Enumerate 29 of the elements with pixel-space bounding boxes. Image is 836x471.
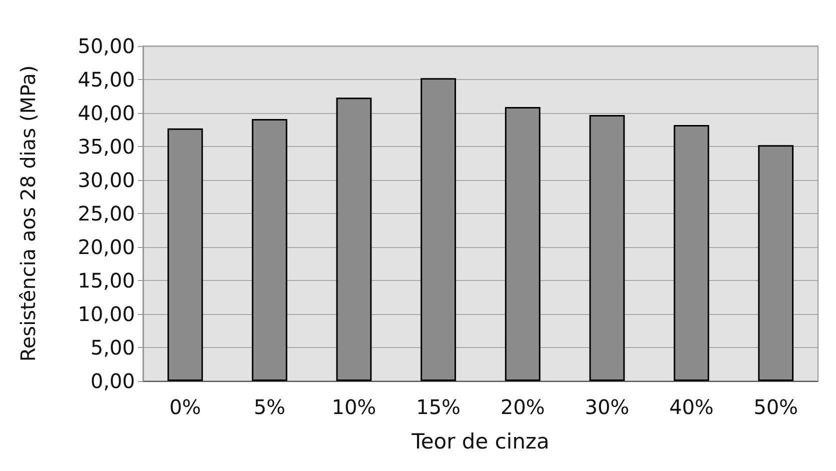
x-tick-label: 50% (754, 395, 798, 419)
bar (589, 115, 625, 381)
bar (167, 128, 203, 381)
x-tick-label: 5% (254, 395, 286, 419)
bar (252, 119, 288, 381)
x-tick-label: 40% (669, 395, 714, 419)
bar (420, 78, 456, 381)
y-tick-label: 20,00 (78, 235, 135, 259)
x-axis-title: Teor de cinza (410, 430, 550, 454)
y-tick-label: 15,00 (78, 268, 135, 292)
y-tick-label: 45,00 (78, 68, 135, 92)
x-tick-label: 20% (500, 395, 545, 419)
y-tick-label: 35,00 (78, 134, 135, 158)
bar (758, 145, 794, 381)
y-tick-label: 5,00 (90, 336, 135, 360)
bar (336, 98, 372, 381)
x-tick-label: 30% (584, 395, 630, 419)
y-tick-label: 50,00 (78, 34, 135, 58)
x-tick-label: 15% (416, 395, 461, 419)
y-tick-label: 40,00 (78, 101, 135, 125)
y-axis-title: Resistência aos 28 dias (MPa) (16, 65, 40, 362)
x-tick-label: 0% (169, 395, 202, 419)
x-tick-label: 10% (332, 395, 376, 419)
bar (504, 106, 540, 381)
y-tick-label: 10,00 (78, 302, 135, 326)
y-tick-label: 0,00 (90, 369, 135, 393)
bar (674, 125, 710, 381)
y-tick-label: 25,00 (78, 202, 135, 226)
y-tick-label: 30,00 (78, 168, 135, 192)
